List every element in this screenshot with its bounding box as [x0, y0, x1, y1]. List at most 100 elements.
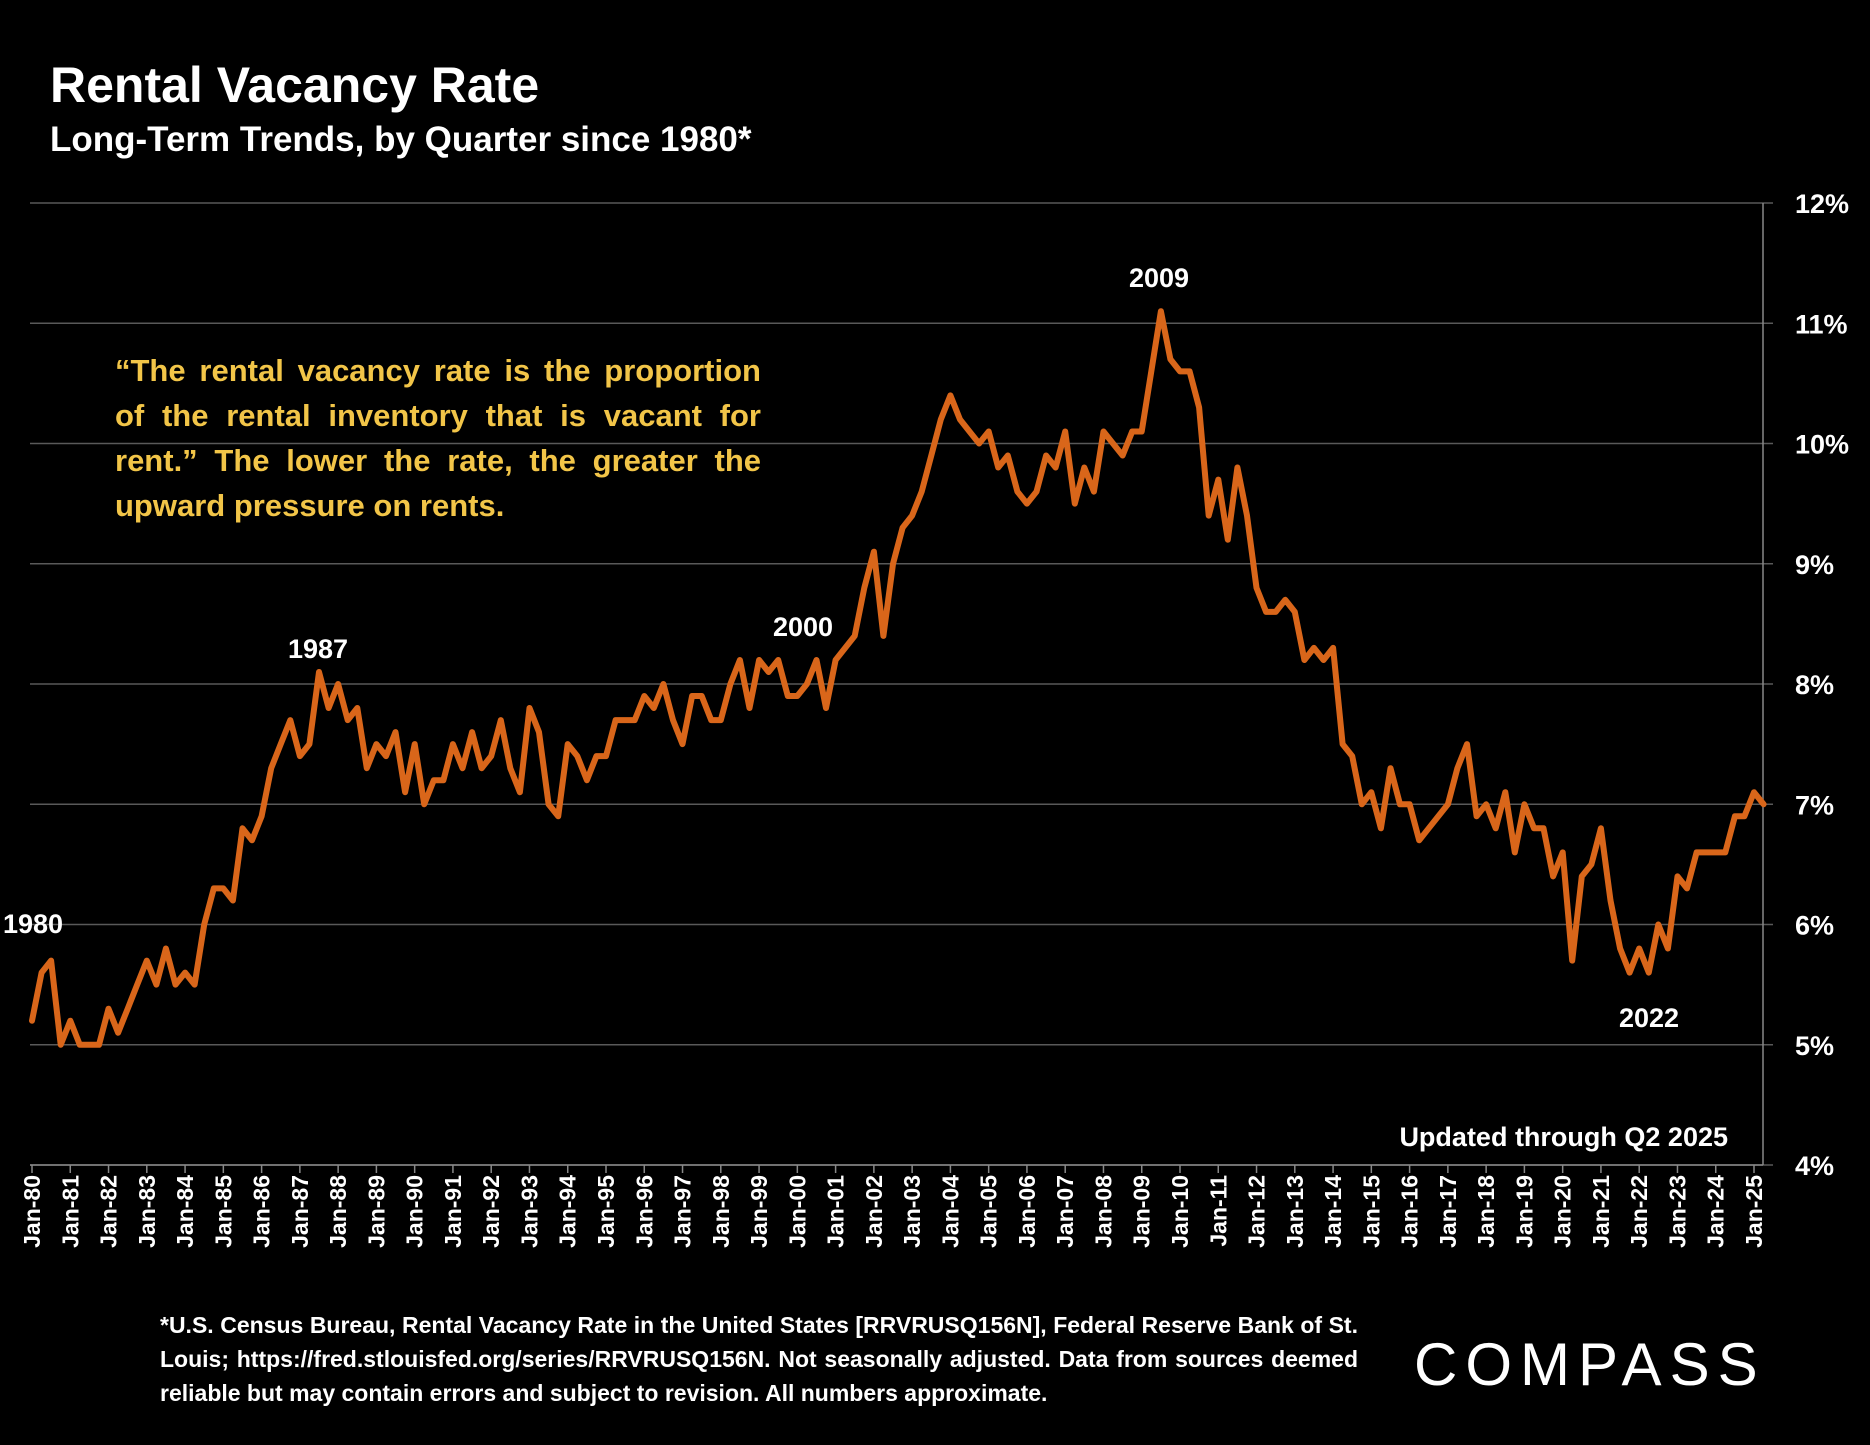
- data-point: [1208, 515, 1210, 517]
- data-point: [1198, 406, 1200, 408]
- data-point: [720, 719, 722, 721]
- y-tick-label: 6%: [1795, 911, 1834, 941]
- data-point: [1753, 791, 1755, 793]
- data-point: [299, 755, 301, 757]
- data-point: [682, 743, 684, 745]
- data-point: [1256, 587, 1258, 589]
- data-point: [1275, 611, 1277, 613]
- x-tick-label: Jan-04: [937, 1175, 963, 1248]
- data-point: [1169, 358, 1171, 360]
- x-tick-label: Jan-93: [516, 1175, 542, 1248]
- x-tick-label: Jan-22: [1626, 1175, 1652, 1248]
- data-point: [1495, 827, 1497, 829]
- data-point: [1629, 972, 1631, 974]
- data-point: [988, 430, 990, 432]
- data-point: [1332, 647, 1334, 649]
- data-point: [1141, 430, 1143, 432]
- data-point: [825, 707, 827, 709]
- data-point: [615, 719, 617, 721]
- data-point: [1447, 803, 1449, 805]
- data-point: [969, 430, 971, 432]
- data-point: [1370, 791, 1372, 793]
- data-point: [146, 960, 148, 962]
- data-point: [241, 827, 243, 829]
- data-point: [519, 791, 521, 793]
- peak-label-1987: 1987: [288, 634, 348, 664]
- data-point: [337, 683, 339, 685]
- data-point: [1007, 455, 1009, 457]
- x-tick-label: Jan-82: [96, 1175, 122, 1248]
- data-point: [1083, 467, 1085, 469]
- data-point: [471, 731, 473, 733]
- x-tick-label: Jan-88: [325, 1175, 351, 1248]
- x-tick-label: Jan-90: [402, 1175, 428, 1248]
- y-tick-label: 12%: [1795, 189, 1849, 219]
- data-point: [1227, 539, 1229, 541]
- data-point: [567, 743, 569, 745]
- data-point: [1055, 467, 1057, 469]
- x-tick-label: Jan-09: [1129, 1175, 1155, 1248]
- data-point: [1600, 827, 1602, 829]
- chart-title: Rental Vacancy Rate: [50, 57, 540, 113]
- data-point: [1294, 611, 1296, 613]
- data-point: [203, 924, 205, 925]
- data-point: [873, 551, 875, 553]
- x-tick-label: Jan-94: [555, 1175, 581, 1248]
- y-tick-label: 10%: [1795, 430, 1849, 460]
- data-point: [1131, 430, 1133, 432]
- data-point: [108, 1008, 110, 1010]
- data-point: [672, 719, 674, 721]
- data-point: [768, 671, 770, 673]
- data-point: [921, 491, 923, 493]
- data-point: [1045, 455, 1047, 457]
- x-tick-label: Jan-85: [210, 1175, 236, 1248]
- data-point: [787, 695, 789, 697]
- data-point: [586, 779, 588, 781]
- data-point: [1763, 803, 1765, 805]
- data-point: [1476, 815, 1478, 817]
- data-point: [1696, 851, 1698, 853]
- data-point: [528, 707, 530, 709]
- compass-logo: COMPASS: [1414, 1331, 1766, 1398]
- updated-note: Updated through Q2 2025: [1399, 1122, 1728, 1152]
- data-point: [997, 467, 999, 469]
- x-tick-label: Jan-92: [478, 1175, 504, 1248]
- data-point: [127, 1008, 129, 1010]
- source-footnote: *U.S. Census Bureau, Rental Vacancy Rate…: [160, 1312, 1358, 1406]
- data-point: [1648, 972, 1650, 974]
- data-point: [356, 707, 358, 709]
- data-point: [1581, 875, 1583, 877]
- data-point: [1743, 815, 1745, 817]
- y-tick-label: 8%: [1795, 670, 1834, 700]
- data-point: [1246, 515, 1248, 517]
- data-point: [1705, 851, 1707, 853]
- data-point: [595, 755, 597, 757]
- data-point: [50, 960, 52, 962]
- x-tick-label: Jan-11: [1205, 1175, 1231, 1247]
- data-point: [538, 731, 540, 733]
- data-point: [251, 839, 253, 841]
- data-point: [796, 695, 798, 697]
- data-point: [1361, 803, 1363, 805]
- data-point: [175, 984, 176, 986]
- data-point: [940, 418, 942, 420]
- data-point: [289, 719, 291, 721]
- data-point: [548, 803, 550, 805]
- x-tick-label: Jan-84: [172, 1175, 198, 1248]
- data-point: [452, 743, 454, 745]
- data-point: [1418, 839, 1420, 841]
- data-point: [366, 767, 368, 769]
- data-point: [1093, 491, 1095, 493]
- data-point: [1523, 803, 1525, 805]
- data-point: [1389, 767, 1391, 769]
- data-point: [1112, 443, 1114, 444]
- x-tick-label: Jan-87: [287, 1175, 313, 1248]
- data-point: [1638, 948, 1640, 950]
- x-tick-label: Jan-18: [1473, 1175, 1499, 1248]
- x-tick-label: Jan-97: [670, 1175, 696, 1248]
- data-point: [1514, 851, 1516, 853]
- x-tick-label: Jan-15: [1358, 1175, 1384, 1248]
- data-point: [60, 1044, 62, 1046]
- y-tick-label: 4%: [1795, 1151, 1834, 1181]
- data-point: [1303, 659, 1305, 661]
